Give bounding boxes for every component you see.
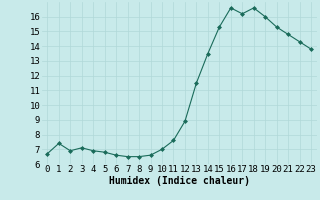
X-axis label: Humidex (Indice chaleur): Humidex (Indice chaleur) — [109, 176, 250, 186]
